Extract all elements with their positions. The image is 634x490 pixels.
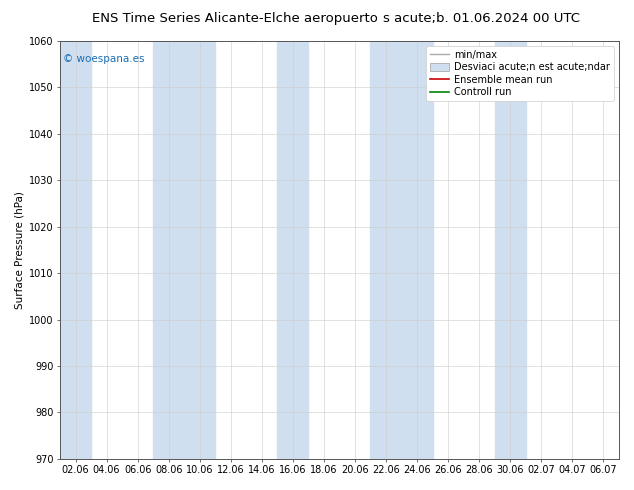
Y-axis label: Surface Pressure (hPa): Surface Pressure (hPa) xyxy=(15,191,25,309)
Text: © woespana.es: © woespana.es xyxy=(63,53,145,64)
Text: ENS Time Series Alicante-Elche aeropuerto: ENS Time Series Alicante-Elche aeropuert… xyxy=(92,12,377,25)
Text: s acute;b. 01.06.2024 00 UTC: s acute;b. 01.06.2024 00 UTC xyxy=(384,12,580,25)
Legend: min/max, Desviaci acute;n est acute;ndar, Ensemble mean run, Controll run: min/max, Desviaci acute;n est acute;ndar… xyxy=(426,46,614,101)
Bar xyxy=(277,41,308,459)
Bar xyxy=(401,41,432,459)
Bar xyxy=(60,41,91,459)
Bar xyxy=(370,41,401,459)
Bar xyxy=(153,41,184,459)
Bar xyxy=(184,41,216,459)
Bar xyxy=(495,41,526,459)
